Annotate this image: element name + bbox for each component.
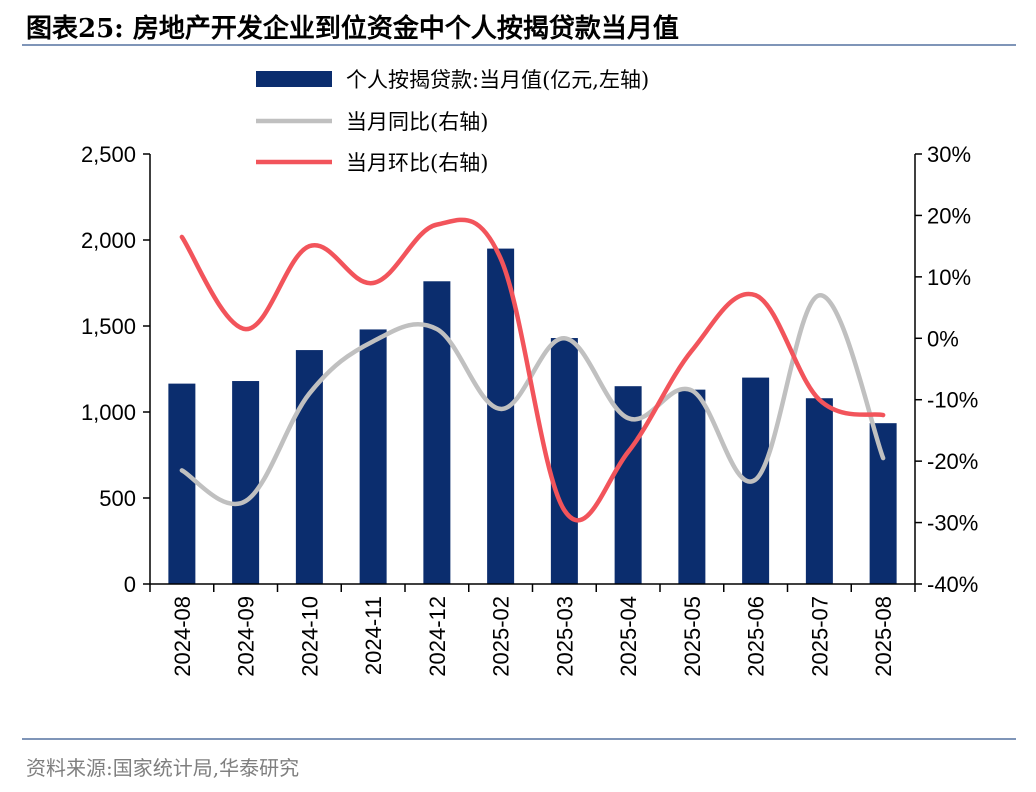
legend-label: 当月环比(右轴)	[346, 151, 488, 175]
right-tick-label: -30%	[927, 511, 978, 536]
right-tick-label: 20%	[927, 203, 971, 228]
bar-2024-12	[423, 281, 451, 584]
bar-2024-09	[232, 381, 260, 584]
x-tick-label: 2025-07	[807, 596, 832, 677]
legend-swatch-bar	[256, 71, 332, 87]
x-tick-label: 2025-06	[744, 596, 769, 677]
bar-2025-08	[869, 423, 897, 584]
right-tick-label: 30%	[927, 142, 971, 167]
axes: 0 500 1,000 1,500 2,000 2,500 -40% -30% -20% -10%…	[81, 142, 978, 677]
legend-label: 个人按揭贷款:当月值(亿元,左轴)	[346, 68, 649, 92]
x-tick-label: 2024-10	[297, 596, 322, 677]
left-tick-label: 1,500	[81, 314, 136, 339]
x-tick-label: 2025-05	[680, 596, 705, 677]
right-tick-label: -10%	[927, 388, 978, 413]
mom-line	[179, 217, 886, 523]
left-tick-label: 500	[99, 486, 136, 511]
right-tick-label: -20%	[927, 449, 978, 474]
bar-2025-05	[678, 389, 706, 584]
bar-2025-03	[550, 338, 578, 584]
left-tick-label: 2,500	[81, 142, 136, 167]
source-note: 资料来源:国家统计局,华泰研究	[26, 756, 300, 780]
bar-2024-11	[359, 329, 387, 584]
right-tick-label: -40%	[927, 572, 978, 597]
bar-2025-02	[487, 248, 515, 584]
footer-rule	[22, 738, 1016, 740]
bar-series	[168, 248, 897, 584]
right-tick-label: 0%	[927, 326, 959, 351]
yoy-line	[179, 293, 886, 506]
legend: 个人按揭贷款:当月值(亿元,左轴) 当月同比(右轴) 当月环比(右轴)	[256, 68, 649, 175]
bar-2024-08	[168, 383, 196, 584]
chart-title: 图表25: 房地产开发企业到位资金中个人按揭贷款当月值	[26, 14, 679, 44]
x-tick-label: 2024-11	[361, 596, 386, 675]
x-tick-label: 2025-04	[616, 596, 641, 677]
left-tick-label: 1,000	[81, 400, 136, 425]
x-tick-label: 2025-03	[552, 596, 577, 677]
left-tick-label: 2,000	[81, 228, 136, 253]
bar-2025-07	[805, 398, 833, 584]
x-tick-label: 2025-02	[489, 596, 514, 677]
x-tick-label: 2025-08	[871, 596, 896, 677]
line-series	[179, 217, 886, 523]
bar-2024-10	[295, 350, 323, 584]
x-tick-label: 2024-12	[425, 596, 450, 677]
x-tick-label: 2024-09	[234, 596, 259, 677]
left-tick-label: 0	[124, 572, 136, 597]
x-tick-label: 2024-08	[170, 596, 195, 677]
legend-label: 当月同比(右轴)	[346, 110, 488, 134]
title-rule	[22, 44, 1016, 46]
right-tick-label: 10%	[927, 265, 971, 290]
